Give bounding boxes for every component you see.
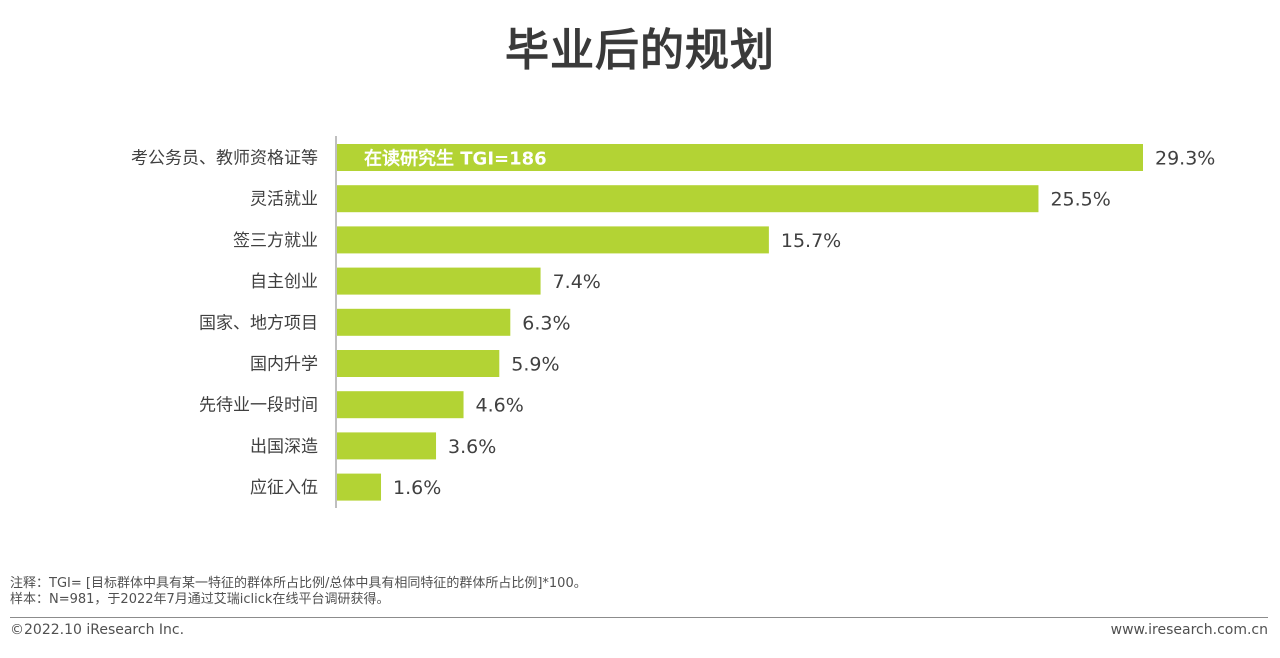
page-title: 毕业后的规划 bbox=[505, 25, 775, 76]
category-label: 国内升学 bbox=[250, 355, 318, 375]
bar bbox=[337, 267, 541, 295]
value-label: 15.7% bbox=[781, 230, 841, 252]
value-label: 4.6% bbox=[476, 395, 524, 417]
bar bbox=[337, 432, 437, 460]
category-label: 国家、地方项目 bbox=[199, 313, 318, 333]
category-label: 签三方就业 bbox=[233, 231, 318, 251]
bar bbox=[337, 185, 1039, 213]
category-label: 考公务员、教师资格证等 bbox=[131, 149, 318, 169]
category-label: 应征入伍 bbox=[250, 478, 318, 498]
tgi-annotation: 在读研究生 TGI=186 bbox=[364, 148, 547, 170]
value-label: 1.6% bbox=[393, 477, 441, 499]
category-label: 灵活就业 bbox=[250, 190, 318, 210]
bar bbox=[337, 226, 769, 254]
bar bbox=[337, 350, 500, 377]
bar bbox=[337, 391, 464, 419]
bar bbox=[337, 308, 511, 336]
bar bbox=[337, 473, 382, 501]
value-label: 25.5% bbox=[1050, 189, 1110, 211]
copyright: ©2022.10 iResearch Inc. bbox=[10, 622, 185, 638]
notes: 注释：TGI= [目标群体中具有某一特征的群体所占比例/总体中具有相同特征的群体… bbox=[10, 576, 587, 608]
value-label: 29.3% bbox=[1155, 148, 1215, 170]
value-label: 5.9% bbox=[511, 354, 559, 376]
website-link[interactable]: www.iresearch.com.cn bbox=[1110, 622, 1268, 638]
tgi-note: 注释：TGI= [目标群体中具有某一特征的群体所占比例/总体中具有相同特征的群体… bbox=[10, 576, 587, 591]
bar bbox=[337, 144, 1143, 171]
sample-note: 样本：N=981，于2022年7月通过艾瑞iclick在线平台调研获得。 bbox=[10, 592, 390, 607]
category-label: 自主创业 bbox=[250, 272, 318, 292]
footer-divider bbox=[10, 617, 1268, 618]
value-label: 3.6% bbox=[448, 436, 496, 458]
bar-chart: 考公务员、教师资格证等 29.3% 灵活就业 25.5% 签三方就业 15.7% 自主创业 7… bbox=[131, 136, 1215, 508]
value-label: 7.4% bbox=[553, 271, 601, 293]
category-label: 出国深造 bbox=[250, 437, 318, 457]
value-label: 6.3% bbox=[522, 312, 570, 334]
category-label: 先待业一段时间 bbox=[199, 396, 318, 416]
